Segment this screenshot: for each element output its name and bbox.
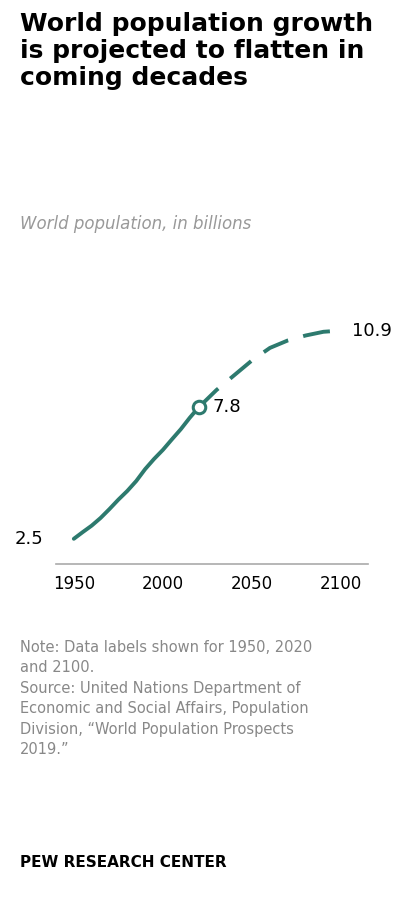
Text: 2.5: 2.5 [14,530,43,548]
Text: 7.8: 7.8 [212,398,241,416]
Text: World population growth
is projected to flatten in
coming decades: World population growth is projected to … [20,12,373,89]
Text: World population, in billions: World population, in billions [20,215,251,234]
Text: Note: Data labels shown for 1950, 2020
and 2100.
Source: United Nations Departme: Note: Data labels shown for 1950, 2020 a… [20,640,312,757]
Text: 10.9: 10.9 [352,322,392,340]
Text: PEW RESEARCH CENTER: PEW RESEARCH CENTER [20,855,227,871]
